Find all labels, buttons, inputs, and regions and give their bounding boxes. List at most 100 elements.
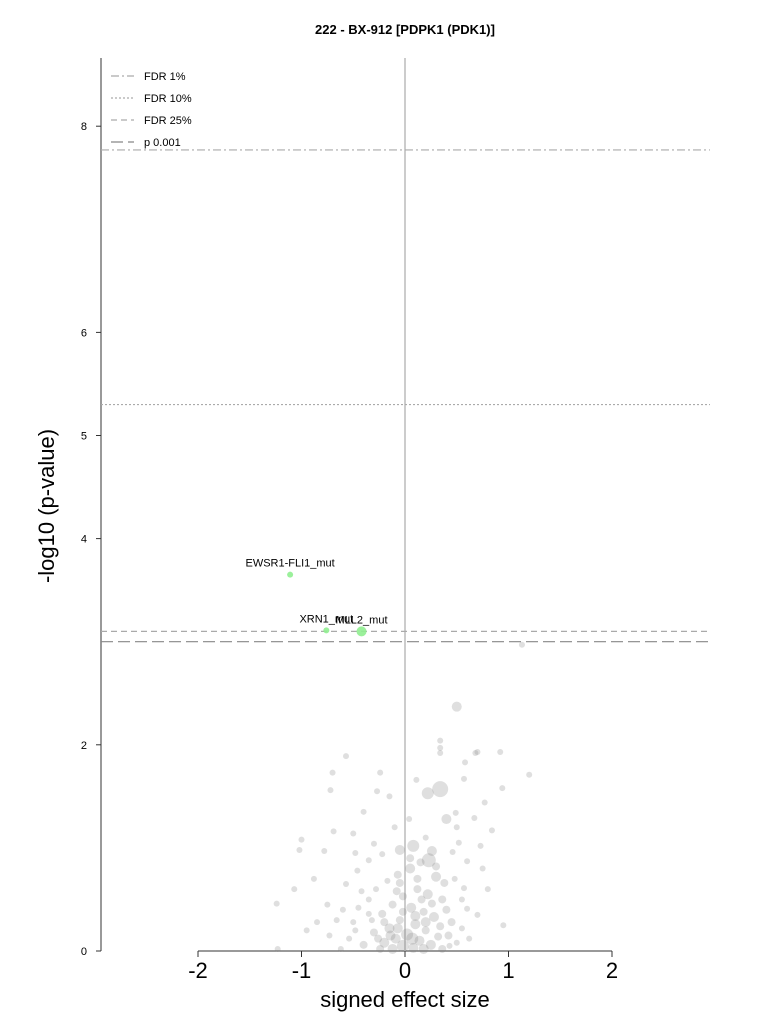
data-point xyxy=(440,878,449,887)
data-point xyxy=(406,902,417,913)
y-axis-label: -log10 (p-value) xyxy=(34,429,59,583)
data-point xyxy=(437,750,444,757)
data-point xyxy=(390,933,401,944)
chart-title: 222 - BX-912 [PDPK1 (PDK1)] xyxy=(315,22,495,37)
axes: 0 2 4 5 6 8 -2 -1 0 1 2 xyxy=(81,58,618,983)
data-point xyxy=(432,781,449,798)
data-point xyxy=(343,753,350,760)
x-tick-label: 0 xyxy=(399,958,411,983)
data-point xyxy=(373,886,380,893)
data-point xyxy=(464,858,471,865)
data-point xyxy=(350,919,357,926)
data-point xyxy=(427,899,436,908)
data-point xyxy=(330,828,337,835)
data-point xyxy=(370,840,377,847)
data-point xyxy=(401,928,414,941)
data-point xyxy=(379,937,390,948)
data-point xyxy=(346,935,353,942)
data-point xyxy=(458,896,465,903)
data-point xyxy=(377,769,384,776)
data-point xyxy=(359,940,368,949)
data-point xyxy=(474,911,481,918)
threshold-lines xyxy=(101,149,710,643)
data-point xyxy=(329,769,336,776)
data-point xyxy=(385,930,396,941)
data-point xyxy=(407,839,420,852)
data-point xyxy=(374,934,383,943)
data-point xyxy=(343,880,350,887)
data-point xyxy=(324,901,331,908)
data-point xyxy=(296,846,303,853)
data-point xyxy=(358,888,365,895)
data-point xyxy=(477,842,484,849)
data-point xyxy=(432,862,441,871)
legend-label: p 0.001 xyxy=(144,137,181,149)
data-point xyxy=(464,905,471,912)
data-point xyxy=(446,942,453,949)
data-point xyxy=(426,845,437,856)
data-point xyxy=(451,875,458,882)
data-point xyxy=(388,900,397,909)
data-point xyxy=(425,939,436,950)
data-point xyxy=(395,878,404,887)
data-point xyxy=(352,850,359,857)
data-point xyxy=(408,942,419,953)
y-tick-label: 5 xyxy=(81,431,87,443)
highlighted-point xyxy=(323,627,330,634)
data-point xyxy=(391,824,398,831)
y-tick-label: 8 xyxy=(81,121,87,133)
data-point xyxy=(436,922,445,931)
data-point xyxy=(350,830,357,837)
y-tick-label: 0 xyxy=(81,946,87,958)
data-point xyxy=(460,775,467,782)
data-point xyxy=(314,919,321,926)
data-point xyxy=(500,922,507,929)
data-point xyxy=(380,918,389,927)
legend-label: FDR 1% xyxy=(144,71,186,83)
data-point xyxy=(368,917,375,924)
data-point xyxy=(355,904,362,911)
data-point xyxy=(462,759,469,766)
data-point xyxy=(438,895,447,904)
x-axis-label: signed effect size xyxy=(320,987,490,1012)
data-point xyxy=(497,749,504,756)
data-point xyxy=(396,939,409,952)
data-point xyxy=(413,874,422,883)
data-point xyxy=(379,851,386,858)
data-point xyxy=(526,771,533,778)
data-point xyxy=(369,928,378,937)
data-point xyxy=(437,744,444,751)
point-label: EWSR1-FLI1_mut xyxy=(245,558,334,570)
data-point xyxy=(273,900,280,907)
data-point xyxy=(488,827,495,834)
data-point xyxy=(518,641,525,648)
data-point xyxy=(413,885,422,894)
data-point xyxy=(431,871,442,882)
data-point xyxy=(442,905,451,914)
background-points xyxy=(273,641,533,954)
data-point xyxy=(451,701,462,712)
data-point xyxy=(360,808,367,815)
data-point xyxy=(406,932,419,945)
data-point xyxy=(471,815,478,822)
data-point xyxy=(393,870,402,879)
data-point xyxy=(499,785,506,792)
x-tick-label: -2 xyxy=(188,958,208,983)
data-point xyxy=(474,749,481,756)
data-point xyxy=(422,834,429,841)
data-point xyxy=(354,867,361,874)
data-point xyxy=(395,916,404,925)
data-point xyxy=(298,836,305,843)
data-point xyxy=(410,919,421,930)
data-point xyxy=(460,885,467,892)
data-point xyxy=(418,943,429,954)
data-point xyxy=(447,918,456,927)
data-point xyxy=(310,875,317,882)
legend-label: FDR 10% xyxy=(144,93,192,105)
data-point xyxy=(421,926,430,935)
data-point xyxy=(481,799,488,806)
data-point xyxy=(420,917,431,928)
data-point xyxy=(422,889,433,900)
data-point xyxy=(303,927,310,934)
